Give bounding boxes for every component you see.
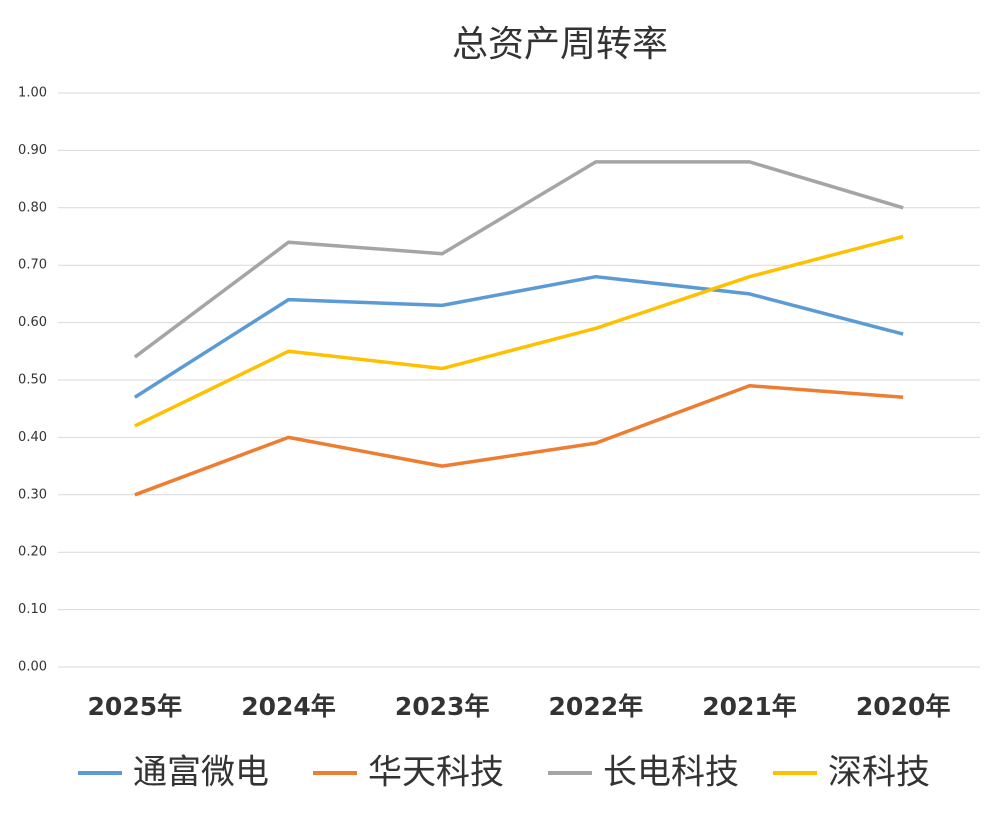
- legend-label: 长电科技: [603, 753, 739, 793]
- series-line: [134, 383, 904, 497]
- chart-title: 总资产周转率: [452, 24, 668, 65]
- y-tick-label: 0.60: [18, 315, 47, 330]
- y-tick-label: 1.00: [18, 86, 47, 101]
- x-tick-label: 2024年: [241, 692, 336, 721]
- y-tick-label: 0.30: [18, 487, 47, 502]
- y-tick-label: 0.00: [18, 660, 47, 675]
- y-tick-label: 0.20: [18, 545, 47, 560]
- series-line: [133, 274, 904, 399]
- x-tick-label: 2021年: [702, 692, 797, 721]
- series-line: [133, 160, 904, 359]
- y-tick-label: 0.90: [18, 143, 47, 158]
- legend-label: 通富微电: [133, 753, 269, 793]
- x-tick-label: 2020年: [856, 692, 951, 721]
- x-tick-label: 2023年: [395, 692, 490, 721]
- y-tick-label: 0.70: [18, 258, 47, 273]
- series-line: [134, 234, 904, 428]
- y-tick-label: 0.40: [18, 430, 47, 445]
- legend-label: 华天科技: [368, 753, 504, 793]
- x-tick-label: 2025年: [88, 692, 183, 721]
- y-tick-label: 0.50: [18, 373, 47, 388]
- y-tick-label: 0.10: [18, 602, 47, 617]
- x-tick-label: 2022年: [549, 692, 644, 721]
- y-tick-label: 0.80: [18, 200, 47, 215]
- legend-label: 深科技: [828, 753, 930, 793]
